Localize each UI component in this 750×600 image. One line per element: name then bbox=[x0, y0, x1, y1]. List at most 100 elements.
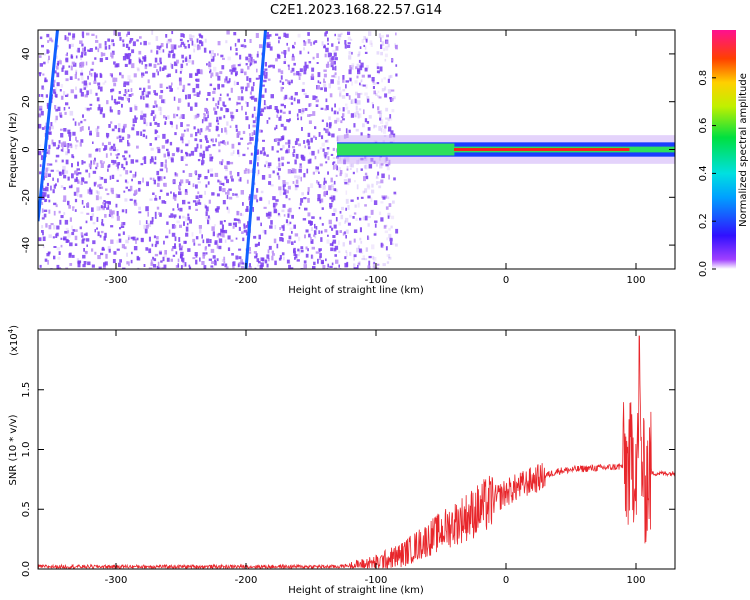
noise-cell bbox=[339, 92, 341, 97]
noise-cell bbox=[41, 201, 44, 205]
noise-cell bbox=[359, 82, 361, 86]
noise-cell bbox=[170, 44, 175, 50]
noise-cell bbox=[203, 113, 206, 116]
noise-cell bbox=[219, 161, 221, 165]
noise-cell bbox=[391, 58, 394, 62]
noise-cell bbox=[366, 65, 369, 68]
noise-cell bbox=[218, 232, 221, 236]
noise-cell bbox=[177, 258, 180, 263]
noise-cell bbox=[39, 36, 43, 40]
noise-cell bbox=[160, 189, 163, 192]
noise-cell bbox=[298, 143, 301, 147]
noise-cell bbox=[245, 86, 248, 92]
spectrogram-xtick-label: -100 bbox=[365, 275, 388, 286]
noise-cell bbox=[207, 220, 210, 225]
noise-cell bbox=[348, 129, 351, 133]
noise-cell bbox=[129, 170, 132, 173]
noise-cell bbox=[159, 212, 162, 217]
noise-cell bbox=[229, 69, 233, 72]
signal-cell bbox=[451, 143, 455, 156]
noise-cell bbox=[90, 68, 94, 71]
noise-cell bbox=[100, 186, 104, 189]
noise-cell bbox=[99, 234, 102, 238]
noise-cell bbox=[332, 161, 336, 164]
noise-cell bbox=[288, 66, 290, 71]
noise-cell bbox=[331, 184, 334, 187]
noise-cell bbox=[325, 63, 329, 67]
noise-cell bbox=[301, 108, 305, 112]
noise-cell bbox=[210, 138, 213, 142]
noise-cell bbox=[188, 34, 192, 39]
noise-cell bbox=[235, 195, 239, 198]
noise-cell bbox=[87, 108, 91, 112]
noise-cell bbox=[294, 159, 297, 165]
noise-cell bbox=[151, 110, 155, 114]
noise-cell bbox=[222, 182, 225, 186]
noise-cell bbox=[286, 161, 290, 164]
noise-cell bbox=[38, 150, 42, 156]
noise-cell bbox=[53, 89, 56, 94]
noise-cell bbox=[207, 181, 210, 185]
noise-cell bbox=[363, 165, 366, 169]
noise-cell bbox=[367, 236, 370, 240]
noise-cell bbox=[138, 50, 142, 55]
noise-cell bbox=[317, 181, 320, 185]
noise-cell bbox=[305, 253, 309, 258]
noise-cell bbox=[46, 49, 49, 54]
noise-cell bbox=[349, 65, 352, 69]
noise-cell bbox=[149, 122, 152, 126]
noise-cell bbox=[373, 90, 376, 95]
noise-cell bbox=[68, 44, 71, 49]
noise-cell bbox=[94, 251, 97, 255]
noise-cell bbox=[76, 258, 80, 263]
noise-cell bbox=[363, 176, 366, 182]
noise-cell bbox=[53, 184, 56, 189]
noise-cell bbox=[286, 190, 289, 194]
noise-cell bbox=[42, 149, 45, 153]
noise-cell bbox=[275, 138, 278, 141]
noise-cell bbox=[48, 55, 50, 61]
noise-cell bbox=[114, 125, 117, 129]
noise-cell bbox=[64, 219, 69, 225]
noise-cell bbox=[387, 89, 392, 94]
noise-cell bbox=[190, 133, 193, 138]
noise-cell bbox=[378, 185, 382, 189]
noise-cell bbox=[313, 230, 317, 235]
noise-cell bbox=[356, 247, 359, 253]
noise-cell bbox=[313, 41, 316, 45]
snr-ytick-label: 1.5 bbox=[21, 382, 32, 398]
noise-cell bbox=[299, 163, 302, 166]
noise-cell bbox=[386, 254, 389, 257]
noise-cell bbox=[80, 232, 83, 236]
noise-cell bbox=[98, 266, 102, 269]
noise-cell bbox=[104, 201, 108, 204]
noise-cell bbox=[310, 254, 313, 259]
noise-cell bbox=[212, 91, 216, 94]
noise-cell bbox=[72, 208, 74, 211]
noise-cell bbox=[203, 114, 207, 117]
noise-cell bbox=[153, 90, 156, 93]
noise-cell bbox=[83, 248, 85, 252]
noise-cell bbox=[63, 238, 66, 241]
noise-cell bbox=[145, 103, 149, 108]
noise-cell bbox=[256, 258, 260, 262]
noise-cell bbox=[119, 138, 123, 143]
noise-cell bbox=[74, 144, 78, 150]
noise-cell bbox=[67, 129, 71, 134]
signal-cell bbox=[347, 143, 351, 156]
noise-cell bbox=[39, 171, 42, 175]
noise-cell bbox=[91, 207, 94, 212]
signal-cell bbox=[422, 143, 426, 156]
noise-cell bbox=[55, 204, 58, 208]
noise-cell bbox=[154, 197, 158, 201]
noise-cell bbox=[273, 208, 277, 214]
noise-cell bbox=[268, 181, 272, 185]
noise-cell bbox=[173, 53, 176, 56]
noise-cell bbox=[147, 79, 150, 84]
noise-cell bbox=[159, 251, 162, 255]
noise-cell bbox=[70, 89, 74, 94]
noise-cell bbox=[128, 94, 132, 97]
noise-cell bbox=[303, 41, 307, 46]
noise-cell bbox=[190, 106, 193, 111]
noise-cell bbox=[279, 237, 283, 242]
